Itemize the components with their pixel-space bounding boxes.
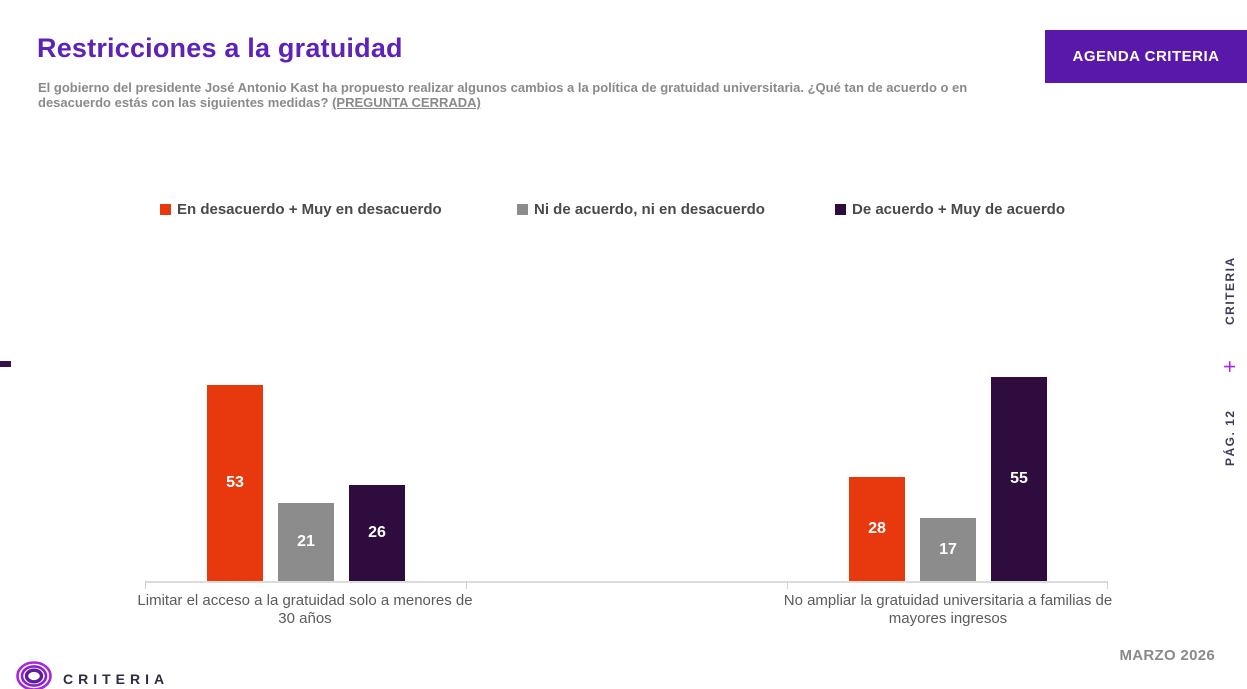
bar-value-label: 17 [939, 540, 957, 558]
category-label: Limitar el acceso a la gratuidad solo a … [137, 592, 473, 627]
plus-icon: + [1217, 360, 1242, 374]
bar-value-label: 26 [368, 524, 386, 541]
criteria-logo-icon [16, 661, 52, 689]
subtitle-text: El gobierno del presidente José Antonio … [38, 80, 968, 110]
left-edge-dash [0, 361, 11, 367]
pregunta-cerrada-link[interactable]: (PREGUNTA CERRADA) [332, 95, 481, 110]
x-axis-tick [1107, 581, 1108, 589]
legend-swatch-icon [835, 204, 846, 215]
bar: 26 [349, 485, 405, 581]
bar: 28 [849, 477, 905, 581]
bar-value-label: 53 [226, 474, 244, 491]
bar-value-label: 28 [868, 520, 886, 537]
legend-label: De acuerdo + Muy de acuerdo [852, 201, 1065, 218]
category-label: No ampliar la gratuidad universitaria a … [783, 592, 1113, 627]
page-number-label: PÁG. 12 [1223, 409, 1237, 466]
legend-item: De acuerdo + Muy de acuerdo [835, 201, 1065, 218]
page-title: Restricciones a la gratuidad [37, 33, 403, 63]
x-axis-tick [466, 581, 467, 589]
brand-vertical-label: CRITERIA [1223, 256, 1237, 325]
legend-item: Ni de acuerdo, ni en desacuerdo [517, 201, 765, 218]
agenda-criteria-button[interactable]: AGENDA CRITERIA [1045, 30, 1247, 83]
legend-swatch-icon [160, 204, 171, 215]
bar: 21 [278, 503, 334, 581]
subtitle: El gobierno del presidente José Antonio … [38, 80, 1028, 110]
brand-text: CRITERIA [63, 671, 170, 687]
bar: 17 [920, 518, 976, 581]
x-axis-tick [145, 581, 146, 589]
x-axis-line [145, 581, 1108, 583]
legend-label: Ni de acuerdo, ni en desacuerdo [534, 201, 765, 218]
date-label: MARZO 2026 [1119, 647, 1215, 664]
bar: 55 [991, 377, 1047, 581]
right-vertical-strip: PÁG. 12 + CRITERIA [1215, 256, 1245, 466]
legend-swatch-icon [517, 204, 528, 215]
x-axis-tick [787, 581, 788, 589]
legend-label: En desacuerdo + Muy en desacuerdo [177, 201, 442, 218]
criteria-logo: CRITERIA [15, 657, 169, 689]
bar-value-label: 55 [1010, 470, 1028, 487]
bar-value-label: 21 [297, 533, 315, 550]
bar: 53 [207, 385, 263, 581]
legend-item: En desacuerdo + Muy en desacuerdo [160, 201, 442, 218]
